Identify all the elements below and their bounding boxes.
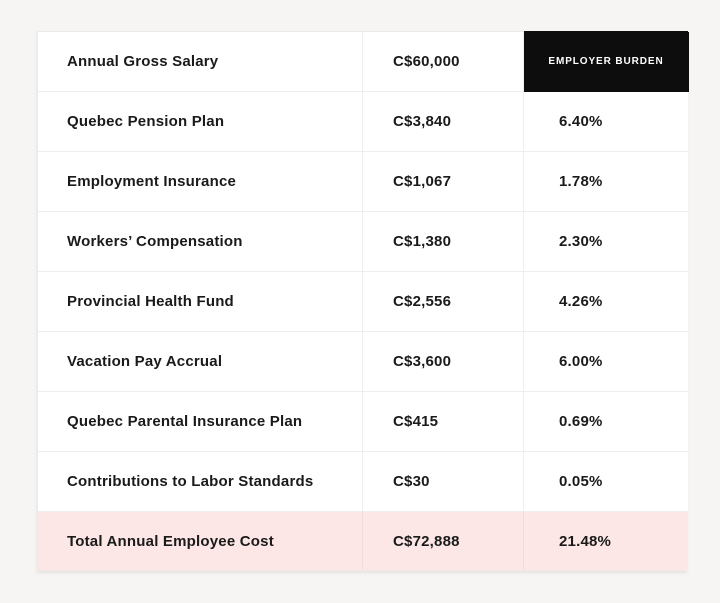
burden-contributions-to-labor-standards: 0.05% [524,452,688,512]
burden-quebec-parental-insurance-plan: 0.69% [524,392,688,452]
burden-quebec-pension-plan: 6.40% [524,92,688,152]
row-label-total-annual-employee-cost: Total Annual Employee Cost [38,512,363,570]
burden-provincial-health-fund: 4.26% [524,272,688,332]
amount-vacation-pay-accrual: C$3,600 [363,332,524,392]
amount-total-annual-employee-cost: C$72,888 [363,512,524,570]
amount-workers-compensation: C$1,380 [363,212,524,272]
burden-total-annual-employee-cost: 21.48% [524,512,688,570]
amount-employment-insurance: C$1,067 [363,152,524,212]
amount-quebec-pension-plan: C$3,840 [363,92,524,152]
amount-quebec-parental-insurance-plan: C$415 [363,392,524,452]
row-label-provincial-health-fund: Provincial Health Fund [38,272,363,332]
amount-contributions-to-labor-standards: C$30 [363,452,524,512]
employer-cost-table: Annual Gross Salary C$60,000 EMPLOYER BU… [37,31,688,571]
amount-annual-gross-salary: C$60,000 [363,32,524,92]
row-label-employment-insurance: Employment Insurance [38,152,363,212]
burden-employment-insurance: 1.78% [524,152,688,212]
row-label-annual-gross-salary: Annual Gross Salary [38,32,363,92]
burden-vacation-pay-accrual: 6.00% [524,332,688,392]
burden-workers-compensation: 2.30% [524,212,688,272]
employer-burden-header: EMPLOYER BURDEN [524,32,688,92]
amount-provincial-health-fund: C$2,556 [363,272,524,332]
row-label-vacation-pay-accrual: Vacation Pay Accrual [38,332,363,392]
row-label-workers-compensation: Workers’ Compensation [38,212,363,272]
row-label-quebec-pension-plan: Quebec Pension Plan [38,92,363,152]
row-label-quebec-parental-insurance-plan: Quebec Parental Insurance Plan [38,392,363,452]
row-label-contributions-to-labor-standards: Contributions to Labor Standards [38,452,363,512]
